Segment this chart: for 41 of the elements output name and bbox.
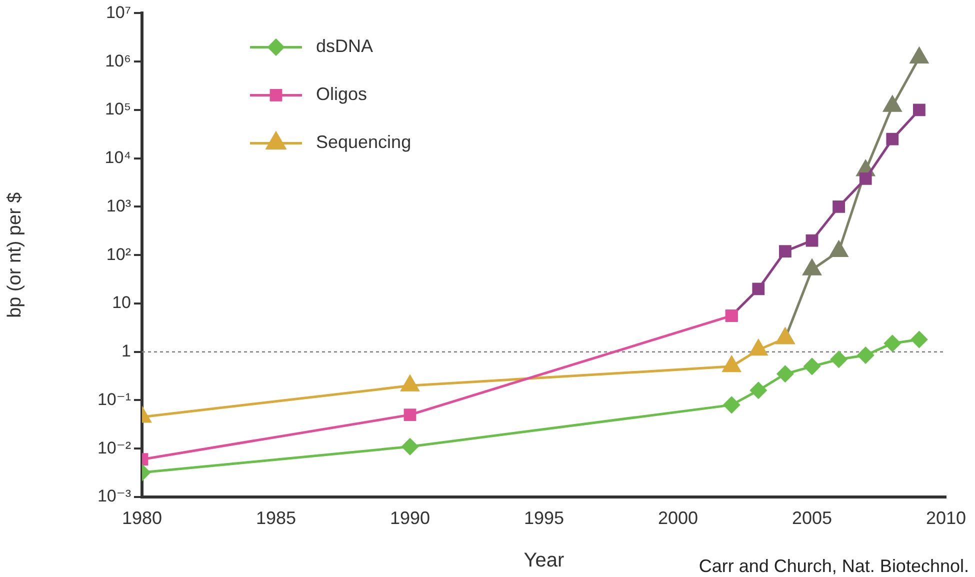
y-tick-label: 10² [106, 244, 132, 264]
point [884, 335, 901, 352]
y-tick-label: 10³ [106, 196, 132, 216]
legend-label: dsDNA [316, 36, 374, 56]
point [779, 245, 792, 258]
text: Carr and Church, Nat. Biotechnol. [698, 556, 969, 576]
point [913, 104, 926, 116]
x-tick-label: 2005 [792, 508, 832, 528]
x-tick-label: 1985 [256, 508, 296, 528]
point [804, 358, 820, 375]
y-tick-label: 10⁻¹ [97, 390, 132, 409]
y-tick-label: 10⁶ [105, 51, 131, 70]
legend-label: Oligos [316, 84, 368, 104]
point [402, 438, 418, 455]
point [723, 396, 740, 414]
point [806, 234, 818, 247]
x-axis-title: Year [524, 550, 565, 572]
y-tick-label: 10⁻³ [97, 486, 132, 506]
point [859, 172, 872, 185]
y-axis-title: bp (or nt) per $ [4, 192, 26, 318]
point [910, 331, 928, 348]
x-tick-label: 1980 [122, 508, 162, 528]
y-tick-label: 10⁷ [106, 2, 131, 22]
point [830, 351, 848, 368]
y-tick-label: 10⁻² [97, 438, 132, 458]
point [750, 382, 767, 399]
y-tick-label: 1 [122, 342, 131, 361]
point [857, 347, 874, 364]
point [832, 200, 845, 213]
y-tick-label: 10⁵ [105, 100, 131, 119]
y-tick-label: 10 [112, 293, 131, 312]
x-tick-label: 2010 [926, 508, 966, 528]
x-tick-label: 1990 [390, 508, 430, 528]
y-tick-label: 10⁴ [104, 148, 131, 168]
point [752, 282, 765, 296]
x-tick-label: 1995 [524, 508, 564, 528]
point [404, 408, 416, 422]
legend-label: Sequencing [316, 132, 412, 152]
x-tick-label: 2000 [658, 508, 698, 528]
point [776, 366, 794, 382]
point [886, 132, 899, 146]
